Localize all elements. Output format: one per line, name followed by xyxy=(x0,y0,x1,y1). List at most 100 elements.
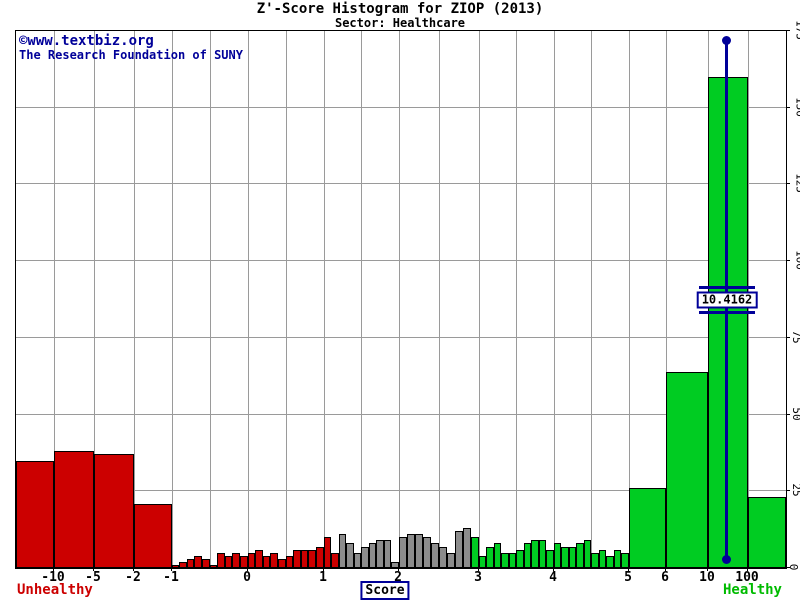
histogram-bar xyxy=(217,553,225,568)
right-axis-tick-label: 100 xyxy=(793,250,800,270)
histogram-bar xyxy=(454,531,463,568)
histogram-bar xyxy=(361,547,369,568)
vertical-gridline xyxy=(516,31,518,568)
x-axis-tick-label: -10 xyxy=(41,570,65,585)
unhealthy-zone-label: Unhealthy xyxy=(17,582,93,598)
vertical-gridline xyxy=(323,31,325,568)
vertical-gridline xyxy=(247,31,249,568)
histogram-bar xyxy=(516,550,524,568)
histogram-bar xyxy=(406,534,415,568)
marker-crossbar xyxy=(699,311,755,314)
histogram-bar xyxy=(538,540,547,568)
histogram-bar xyxy=(501,553,509,568)
histogram-bar xyxy=(568,547,577,568)
right-axis-tick xyxy=(786,183,790,184)
right-axis-tick-label: 75 xyxy=(790,330,800,344)
x-axis-tick xyxy=(53,567,54,571)
textbiz-link[interactable]: ©www.textbiz.org xyxy=(19,33,154,49)
histogram-bar xyxy=(240,556,248,568)
right-axis-tick xyxy=(786,567,790,568)
vertical-gridline xyxy=(628,31,630,568)
x-axis-tick xyxy=(707,567,708,571)
histogram-bar xyxy=(583,540,592,568)
histogram-bar xyxy=(561,547,569,568)
vertical-gridline xyxy=(398,31,400,568)
suny-foundation-label: The Research Foundation of SUNY xyxy=(19,48,243,63)
vertical-gridline xyxy=(438,31,440,568)
x-axis-tick-label: 6 xyxy=(661,570,669,585)
horizontal-gridline xyxy=(16,260,786,261)
histogram-bar xyxy=(202,559,210,568)
histogram-bar xyxy=(523,543,532,568)
histogram-bar xyxy=(438,547,447,568)
histogram-bar xyxy=(553,543,562,568)
x-axis-tick-label: 100 xyxy=(735,570,759,585)
histogram-bar xyxy=(262,556,271,568)
vertical-gridline xyxy=(285,31,287,568)
histogram-bar xyxy=(194,556,203,568)
vertical-gridline xyxy=(54,31,56,568)
histogram-bar xyxy=(628,488,667,568)
histogram-bar xyxy=(353,553,362,568)
histogram-bar xyxy=(54,451,94,568)
histogram-bar xyxy=(338,534,347,568)
histogram-bar xyxy=(308,550,317,568)
vertical-gridline xyxy=(133,31,135,568)
histogram-bar xyxy=(446,553,455,568)
horizontal-gridline xyxy=(16,490,786,491)
histogram-bar xyxy=(591,553,599,568)
histogram-bar xyxy=(186,559,195,568)
vertical-gridline xyxy=(361,31,363,568)
histogram-bar xyxy=(346,543,354,568)
plot-area: ©www.textbiz.org The Research Foundation… xyxy=(15,30,787,569)
x-axis-tick xyxy=(247,567,248,571)
x-axis-tick-label: 3 xyxy=(474,570,482,585)
histogram-bar xyxy=(376,540,384,568)
histogram-bar xyxy=(300,550,309,568)
histogram-bar xyxy=(316,547,324,568)
histogram-bar xyxy=(285,556,294,568)
histogram-bar xyxy=(323,537,332,568)
histogram-bar xyxy=(606,556,614,568)
histogram-bar xyxy=(368,543,377,568)
vertical-gridline xyxy=(209,31,211,568)
right-axis-tick xyxy=(786,260,790,261)
histogram-bar xyxy=(508,553,517,568)
histogram-bar xyxy=(171,565,180,568)
x-axis-title-score: Score xyxy=(360,581,410,600)
right-axis-tick xyxy=(786,490,790,491)
right-axis-tick-label: 125 xyxy=(793,173,800,193)
right-axis-tick xyxy=(786,337,790,338)
vertical-gridline xyxy=(478,31,480,568)
vertical-gridline xyxy=(666,31,668,568)
x-axis-tick xyxy=(665,567,666,571)
histogram-bar xyxy=(391,562,399,568)
vertical-gridline xyxy=(93,31,95,568)
right-axis-tick xyxy=(786,107,790,108)
histogram-bar xyxy=(255,550,263,568)
horizontal-gridline xyxy=(16,183,786,184)
histogram-bar xyxy=(546,550,554,568)
histogram-bar xyxy=(16,461,55,568)
horizontal-gridline xyxy=(16,107,786,108)
x-axis-tick-label: 4 xyxy=(549,570,557,585)
histogram-bar xyxy=(422,537,431,568)
right-axis-tick-label: 50 xyxy=(790,407,800,421)
histogram-bar xyxy=(232,553,241,568)
histogram-bar xyxy=(209,565,218,568)
x-axis-tick xyxy=(133,567,134,571)
x-axis-tick-label: 0 xyxy=(243,570,251,585)
histogram-bar xyxy=(93,454,134,568)
marker-endpoint-dot xyxy=(722,36,731,45)
x-axis-tick xyxy=(478,567,479,571)
chart-title: Z'-Score Histogram for ZIOP (2013) xyxy=(256,1,544,17)
histogram-bar xyxy=(462,528,471,568)
histogram-bar xyxy=(383,540,392,568)
vertical-gridline xyxy=(591,31,593,568)
histogram-bar xyxy=(331,553,339,568)
right-axis-tick-label: 150 xyxy=(793,97,800,117)
x-axis-tick xyxy=(628,567,629,571)
chart-subtitle: Sector: Healthcare xyxy=(334,16,466,30)
histogram-bar xyxy=(179,562,187,568)
histogram-bar xyxy=(398,537,407,568)
